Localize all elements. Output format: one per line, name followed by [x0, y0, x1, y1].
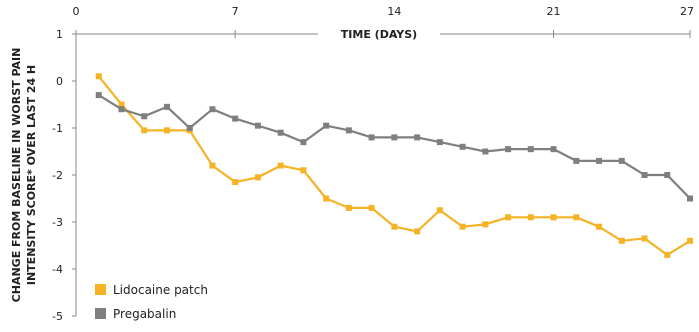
y-tick-label: -4 [52, 263, 63, 276]
data-point-lidocaine-patch [619, 238, 625, 244]
x-tick-label: 7 [232, 5, 239, 18]
data-point-lidocaine-patch [255, 174, 261, 180]
y-tick-label: -2 [52, 169, 63, 182]
data-point-pregabalin [118, 106, 124, 112]
data-point-pregabalin [232, 116, 238, 122]
data-point-lidocaine-patch [664, 252, 670, 258]
data-point-pregabalin [164, 104, 170, 110]
data-point-pregabalin [642, 172, 648, 178]
data-point-pregabalin [482, 149, 488, 155]
y-tick-label: -3 [52, 216, 63, 229]
data-point-pregabalin [141, 113, 147, 119]
data-point-pregabalin [187, 125, 193, 131]
y-tick-label: 1 [56, 28, 63, 41]
data-point-lidocaine-patch [437, 207, 443, 213]
y-tick-label: -5 [52, 310, 63, 323]
data-point-lidocaine-patch [96, 73, 102, 79]
x-tick-label: 21 [547, 5, 561, 18]
data-point-pregabalin [687, 196, 693, 202]
data-point-lidocaine-patch [346, 205, 352, 211]
legend-label-lidocaine-patch: Lidocaine patch [113, 283, 208, 297]
data-point-lidocaine-patch [528, 214, 534, 220]
y-axis-title-line-2: INTENSITY SCORE* OVER LAST 24 H [25, 65, 38, 285]
y-tick-label: -1 [52, 122, 63, 135]
data-point-lidocaine-patch [482, 221, 488, 227]
data-point-pregabalin [323, 123, 329, 129]
data-point-lidocaine-patch [642, 235, 648, 241]
data-point-lidocaine-patch [573, 214, 579, 220]
data-point-pregabalin [300, 139, 306, 145]
data-point-lidocaine-patch [164, 127, 170, 133]
data-point-lidocaine-patch [369, 205, 375, 211]
x-tick-label: 27 [680, 5, 694, 18]
data-point-pregabalin [278, 130, 284, 136]
legend-swatch-lidocaine-patch [95, 284, 106, 295]
data-point-pregabalin [209, 106, 215, 112]
data-point-lidocaine-patch [323, 196, 329, 202]
data-point-pregabalin [255, 123, 261, 129]
data-point-pregabalin [346, 127, 352, 133]
data-point-pregabalin [460, 144, 466, 150]
data-point-pregabalin [96, 92, 102, 98]
data-point-pregabalin [505, 146, 511, 152]
x-tick-label: 14 [387, 5, 401, 18]
data-point-lidocaine-patch [596, 224, 602, 230]
series-line-pregabalin [99, 95, 690, 198]
data-point-lidocaine-patch [278, 163, 284, 169]
data-point-pregabalin [369, 134, 375, 140]
data-point-pregabalin [437, 139, 443, 145]
x-tick-label: 0 [73, 5, 80, 18]
x-axis-title: TIME (DAYS) [341, 28, 417, 41]
data-point-lidocaine-patch [505, 214, 511, 220]
data-point-lidocaine-patch [300, 167, 306, 173]
data-point-pregabalin [573, 158, 579, 164]
data-point-lidocaine-patch [460, 224, 466, 230]
data-point-lidocaine-patch [687, 238, 693, 244]
legend-swatch-pregabalin [95, 308, 106, 319]
data-point-pregabalin [528, 146, 534, 152]
data-point-lidocaine-patch [232, 179, 238, 185]
y-axis-title-line-1: CHANGE FROM BASELINE IN WORST PAIN [10, 48, 23, 303]
data-point-lidocaine-patch [551, 214, 557, 220]
data-point-pregabalin [551, 146, 557, 152]
data-point-lidocaine-patch [141, 127, 147, 133]
data-point-pregabalin [619, 158, 625, 164]
data-point-pregabalin [414, 134, 420, 140]
data-point-pregabalin [391, 134, 397, 140]
data-point-lidocaine-patch [209, 163, 215, 169]
legend-label-pregabalin: Pregabalin [113, 307, 176, 321]
data-point-lidocaine-patch [391, 224, 397, 230]
data-point-pregabalin [664, 172, 670, 178]
data-point-lidocaine-patch [414, 228, 420, 234]
y-tick-label: 0 [56, 75, 63, 88]
data-point-pregabalin [596, 158, 602, 164]
